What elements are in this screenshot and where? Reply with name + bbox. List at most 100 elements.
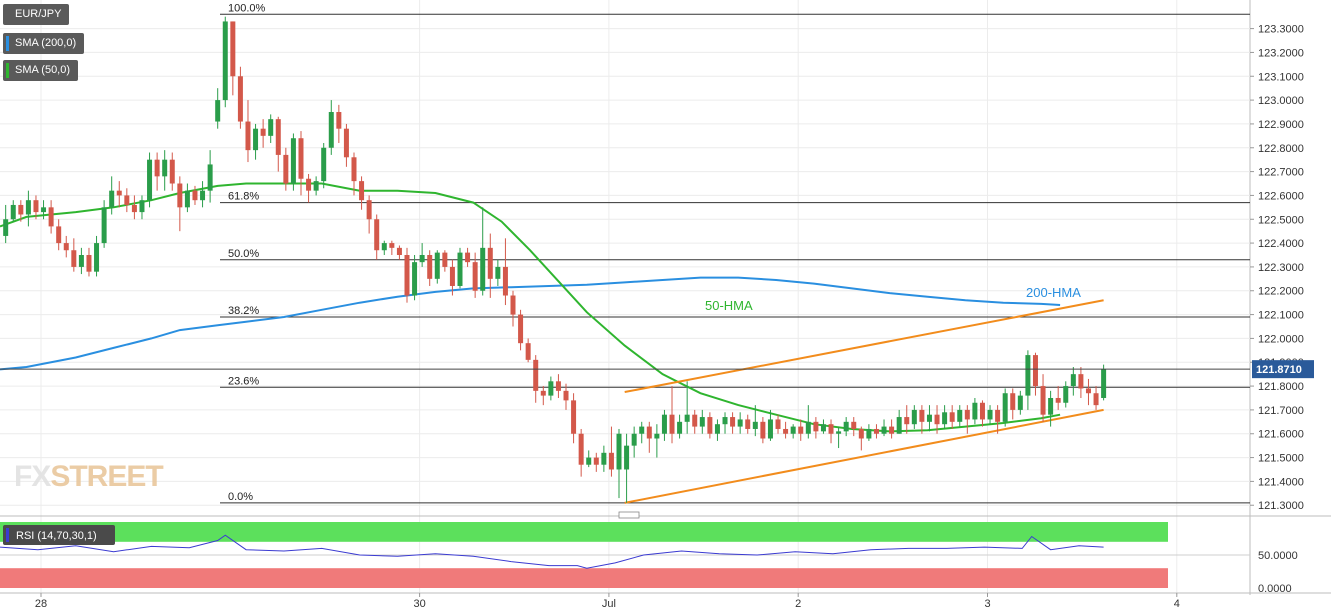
fib-level-label: 23.6% — [228, 375, 259, 387]
candle — [465, 247, 471, 267]
candle — [654, 424, 660, 458]
candle — [3, 204, 9, 244]
rsi-legend-label: RSI (14,70,30,1) — [16, 530, 97, 542]
candle-body — [957, 409, 963, 422]
candle-body — [798, 426, 804, 434]
candle-body — [684, 414, 690, 422]
candle — [677, 414, 683, 439]
candle — [586, 450, 592, 468]
candle — [1070, 367, 1076, 396]
candle — [434, 250, 440, 284]
candle-body — [3, 219, 9, 236]
candle — [1093, 386, 1099, 410]
candle-body — [593, 457, 599, 465]
candle — [480, 207, 486, 296]
candle — [669, 386, 675, 444]
price-tick-label: 121.5000 — [1258, 453, 1304, 465]
candle-body — [207, 164, 213, 191]
candle-body — [124, 195, 130, 205]
candle — [828, 419, 834, 444]
candle — [805, 405, 811, 439]
candle — [608, 426, 614, 477]
candle-body — [351, 157, 357, 182]
candle — [396, 245, 402, 260]
candle-body — [616, 433, 622, 470]
candle-body — [677, 421, 683, 434]
candle-body — [177, 183, 183, 208]
fib-level-label: 100.0% — [228, 2, 266, 14]
candle-body — [510, 295, 516, 315]
candle — [775, 414, 781, 434]
candle-body — [222, 21, 228, 101]
candle-body — [86, 255, 92, 272]
candle-body — [109, 190, 115, 208]
candle-body — [518, 314, 524, 344]
time-tick-label: 4 — [1174, 598, 1180, 610]
candle — [169, 152, 175, 191]
candle-body — [404, 255, 410, 296]
candle — [873, 424, 879, 439]
candle — [253, 123, 259, 160]
hma-200-label: 200-HMA — [1026, 285, 1081, 300]
candle-body — [964, 409, 970, 420]
candle — [321, 142, 327, 189]
fib-level-label: 50.0% — [228, 248, 259, 260]
candle-body — [881, 426, 887, 434]
price-tick-label: 123.1000 — [1258, 71, 1304, 83]
candle-body — [820, 424, 826, 432]
candle — [131, 195, 137, 220]
candle — [290, 133, 296, 191]
candle — [412, 255, 418, 301]
candle — [162, 150, 168, 191]
candle — [798, 419, 804, 441]
rsi-legend-bg — [3, 525, 115, 545]
candle-body — [1032, 355, 1038, 387]
legend-sma-200[interactable]: SMA (200,0) — [3, 33, 85, 54]
legend-sma-50[interactable]: SMA (50,0) — [3, 60, 79, 81]
candle — [783, 421, 789, 439]
candle — [760, 417, 766, 444]
candle — [684, 381, 690, 434]
candle — [48, 200, 54, 234]
candle — [18, 200, 24, 222]
price-tick-label: 122.1000 — [1258, 310, 1304, 322]
candle — [1017, 390, 1023, 415]
candle-body — [1078, 374, 1084, 389]
candle — [911, 405, 917, 429]
candle-body — [313, 181, 319, 191]
candle — [306, 173, 312, 203]
candle — [1025, 350, 1031, 410]
candle — [972, 397, 978, 425]
candle-body — [563, 390, 569, 401]
candle — [1101, 364, 1107, 401]
candle-body — [237, 76, 243, 122]
candle-body — [783, 428, 789, 434]
candle-body — [48, 207, 54, 227]
candle-body — [1048, 397, 1054, 415]
candle — [964, 405, 970, 434]
candle — [578, 428, 584, 477]
candle-body — [419, 255, 425, 263]
legend-symbol-label: EUR/JPY — [15, 8, 62, 20]
candle — [836, 426, 842, 449]
price-tick-label: 121.6000 — [1258, 429, 1304, 441]
candle — [896, 409, 902, 434]
candle — [730, 412, 736, 434]
candle — [56, 219, 62, 251]
candle — [328, 100, 334, 155]
candle-body — [94, 243, 100, 272]
price-tick-label: 122.7000 — [1258, 167, 1304, 179]
candle-body — [328, 112, 334, 148]
legend-symbol[interactable]: EUR/JPY — [3, 4, 70, 25]
candle — [533, 355, 539, 403]
price-tick-label: 122.2000 — [1258, 286, 1304, 298]
time-tick-label: 3 — [984, 598, 990, 610]
candle-body — [873, 428, 879, 434]
candle — [820, 419, 826, 434]
candle-body — [457, 252, 463, 286]
candle — [601, 445, 607, 472]
price-tick-label: 123.0000 — [1258, 95, 1304, 107]
candle — [881, 419, 887, 437]
candle-body — [1025, 355, 1031, 396]
